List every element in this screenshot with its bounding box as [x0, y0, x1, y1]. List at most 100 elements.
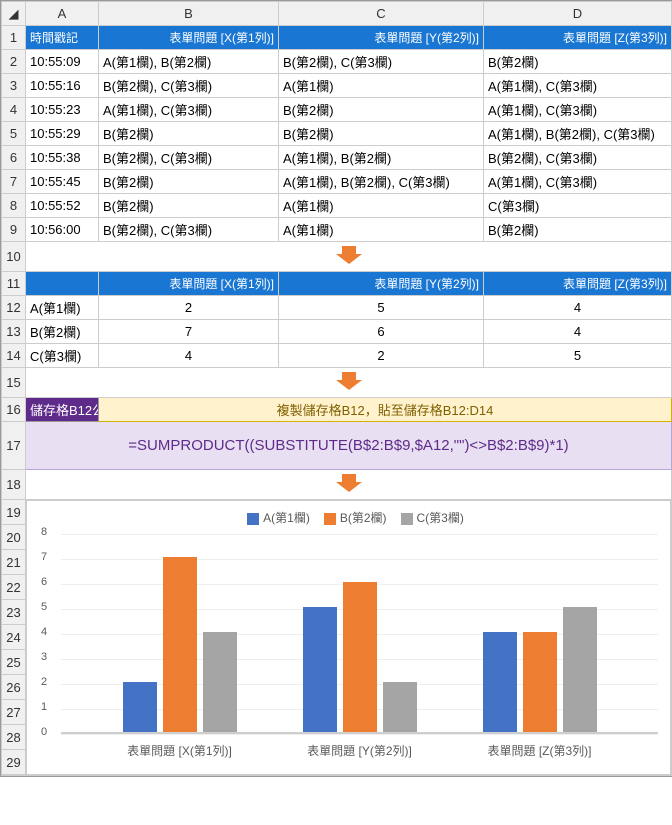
- row-num[interactable]: 23: [2, 600, 25, 625]
- row-num[interactable]: 5: [2, 122, 26, 146]
- row-num[interactable]: 12: [2, 296, 26, 320]
- table-row[interactable]: 9 10:56:00 B(第2欄), C(第3欄) A(第1欄) B(第2欄): [2, 218, 672, 242]
- row-num[interactable]: 27: [2, 700, 25, 725]
- row-num[interactable]: 13: [2, 320, 26, 344]
- hdr-blank[interactable]: [26, 272, 99, 296]
- summary-label[interactable]: C(第3欄): [26, 344, 99, 368]
- summary-label[interactable]: A(第1欄): [26, 296, 99, 320]
- row-num[interactable]: 26: [2, 675, 25, 700]
- col-headers[interactable]: ◢ A B C D: [2, 2, 672, 26]
- header-row-1[interactable]: 1 時間戳記 表單問題 [X(第1列)] 表單問題 [Y(第2列)] 表單問題 …: [2, 26, 672, 50]
- header-row-2[interactable]: 11 表單問題 [X(第1列)] 表單問題 [Y(第2列)] 表單問題 [Z(第…: [2, 272, 672, 296]
- summary-val[interactable]: 2: [99, 296, 279, 320]
- summary-val[interactable]: 2: [279, 344, 484, 368]
- col-B[interactable]: B: [99, 2, 279, 26]
- row-num[interactable]: 22: [2, 575, 25, 600]
- row-num[interactable]: 18: [2, 470, 26, 500]
- summary-row[interactable]: 14 C(第3欄) 4 2 5: [2, 344, 672, 368]
- table-row[interactable]: 8 10:55:52 B(第2欄) A(第1欄) C(第3欄): [2, 194, 672, 218]
- select-all[interactable]: ◢: [2, 2, 26, 26]
- row-num[interactable]: 6: [2, 146, 26, 170]
- summary-val[interactable]: 4: [484, 320, 672, 344]
- summary-row[interactable]: 12 A(第1欄) 2 5 4: [2, 296, 672, 320]
- row-num[interactable]: 24: [2, 625, 25, 650]
- cell-y[interactable]: A(第1欄): [279, 218, 484, 242]
- row-num[interactable]: 20: [2, 525, 25, 550]
- row-num[interactable]: 15: [2, 368, 26, 398]
- cell-z[interactable]: B(第2欄): [484, 50, 672, 74]
- row-num[interactable]: 8: [2, 194, 26, 218]
- cell-x[interactable]: B(第2欄): [99, 170, 279, 194]
- cell-y[interactable]: A(第1欄): [279, 74, 484, 98]
- summary-val[interactable]: 5: [484, 344, 672, 368]
- summary-val[interactable]: 7: [99, 320, 279, 344]
- cell-z[interactable]: A(第1欄), C(第3欄): [484, 74, 672, 98]
- row-num[interactable]: 14: [2, 344, 26, 368]
- table-row[interactable]: 7 10:55:45 B(第2欄) A(第1欄), B(第2欄), C(第3欄)…: [2, 170, 672, 194]
- col-D[interactable]: D: [484, 2, 672, 26]
- cell-y[interactable]: B(第2欄), C(第3欄): [279, 50, 484, 74]
- cell-time[interactable]: 10:55:29: [26, 122, 99, 146]
- hdr-z[interactable]: 表單問題 [Z(第3列)]: [484, 26, 672, 50]
- hdr-y[interactable]: 表單問題 [Y(第2列)]: [279, 26, 484, 50]
- table-row[interactable]: 2 10:55:09 A(第1欄), B(第2欄) B(第2欄), C(第3欄)…: [2, 50, 672, 74]
- cell-y[interactable]: A(第1欄), B(第2欄), C(第3欄): [279, 170, 484, 194]
- col-A[interactable]: A: [26, 2, 99, 26]
- cell-x[interactable]: B(第2欄), C(第3欄): [99, 218, 279, 242]
- row-num[interactable]: 19: [2, 500, 25, 525]
- hdr-x[interactable]: 表單問題 [X(第1列)]: [99, 26, 279, 50]
- row-num[interactable]: 29: [2, 750, 25, 775]
- summary-row[interactable]: 13 B(第2欄) 7 6 4: [2, 320, 672, 344]
- cell-time[interactable]: 10:55:16: [26, 74, 99, 98]
- row-num[interactable]: 16: [2, 398, 26, 422]
- hdr2-x[interactable]: 表單問題 [X(第1列)]: [99, 272, 279, 296]
- summary-val[interactable]: 4: [484, 296, 672, 320]
- row-num[interactable]: 10: [2, 242, 26, 272]
- cell-x[interactable]: A(第1欄), B(第2欄): [99, 50, 279, 74]
- row-num[interactable]: 9: [2, 218, 26, 242]
- row-num[interactable]: 17: [2, 422, 26, 470]
- cell-z[interactable]: B(第2欄), C(第3欄): [484, 146, 672, 170]
- row-num[interactable]: 25: [2, 650, 25, 675]
- cell-z[interactable]: A(第1欄), B(第2欄), C(第3欄): [484, 122, 672, 146]
- hdr-time[interactable]: 時間戳記: [26, 26, 99, 50]
- cell-z[interactable]: A(第1欄), C(第3欄): [484, 170, 672, 194]
- row-num[interactable]: 11: [2, 272, 26, 296]
- cell-z[interactable]: A(第1欄), C(第3欄): [484, 98, 672, 122]
- row-num[interactable]: 28: [2, 725, 25, 750]
- cell-x[interactable]: A(第1欄), C(第3欄): [99, 98, 279, 122]
- cell-x[interactable]: B(第2欄): [99, 194, 279, 218]
- cell-time[interactable]: 10:56:00: [26, 218, 99, 242]
- summary-val[interactable]: 6: [279, 320, 484, 344]
- summary-val[interactable]: 5: [279, 296, 484, 320]
- cell-time[interactable]: 10:55:38: [26, 146, 99, 170]
- table-row[interactable]: 5 10:55:29 B(第2欄) B(第2欄) A(第1欄), B(第2欄),…: [2, 122, 672, 146]
- cell-y[interactable]: B(第2欄): [279, 122, 484, 146]
- cell-time[interactable]: 10:55:52: [26, 194, 99, 218]
- cell-y[interactable]: B(第2欄): [279, 98, 484, 122]
- cell-x[interactable]: B(第2欄): [99, 122, 279, 146]
- cell-x[interactable]: B(第2欄), C(第3欄): [99, 146, 279, 170]
- row-num[interactable]: 1: [2, 26, 26, 50]
- table-row[interactable]: 3 10:55:16 B(第2欄), C(第3欄) A(第1欄) A(第1欄),…: [2, 74, 672, 98]
- cell-y[interactable]: A(第1欄), B(第2欄): [279, 146, 484, 170]
- cell-time[interactable]: 10:55:45: [26, 170, 99, 194]
- row-num[interactable]: 7: [2, 170, 26, 194]
- cell-time[interactable]: 10:55:23: [26, 98, 99, 122]
- row-num[interactable]: 21: [2, 550, 25, 575]
- table-row[interactable]: 4 10:55:23 A(第1欄), C(第3欄) B(第2欄) A(第1欄),…: [2, 98, 672, 122]
- summary-label[interactable]: B(第2欄): [26, 320, 99, 344]
- row-num[interactable]: 2: [2, 50, 26, 74]
- table-row[interactable]: 6 10:55:38 B(第2欄), C(第3欄) A(第1欄), B(第2欄)…: [2, 146, 672, 170]
- col-C[interactable]: C: [279, 2, 484, 26]
- row-num[interactable]: 3: [2, 74, 26, 98]
- formula-text[interactable]: =SUMPRODUCT((SUBSTITUTE(B$2:B$9,$A12,"")…: [26, 422, 672, 470]
- summary-val[interactable]: 4: [99, 344, 279, 368]
- cell-time[interactable]: 10:55:09: [26, 50, 99, 74]
- hdr2-y[interactable]: 表單問題 [Y(第2列)]: [279, 272, 484, 296]
- row-num[interactable]: 4: [2, 98, 26, 122]
- cell-y[interactable]: A(第1欄): [279, 194, 484, 218]
- row-nums-chart[interactable]: 1920212223242526272829: [2, 500, 26, 776]
- cell-z[interactable]: B(第2欄): [484, 218, 672, 242]
- cell-z[interactable]: C(第3欄): [484, 194, 672, 218]
